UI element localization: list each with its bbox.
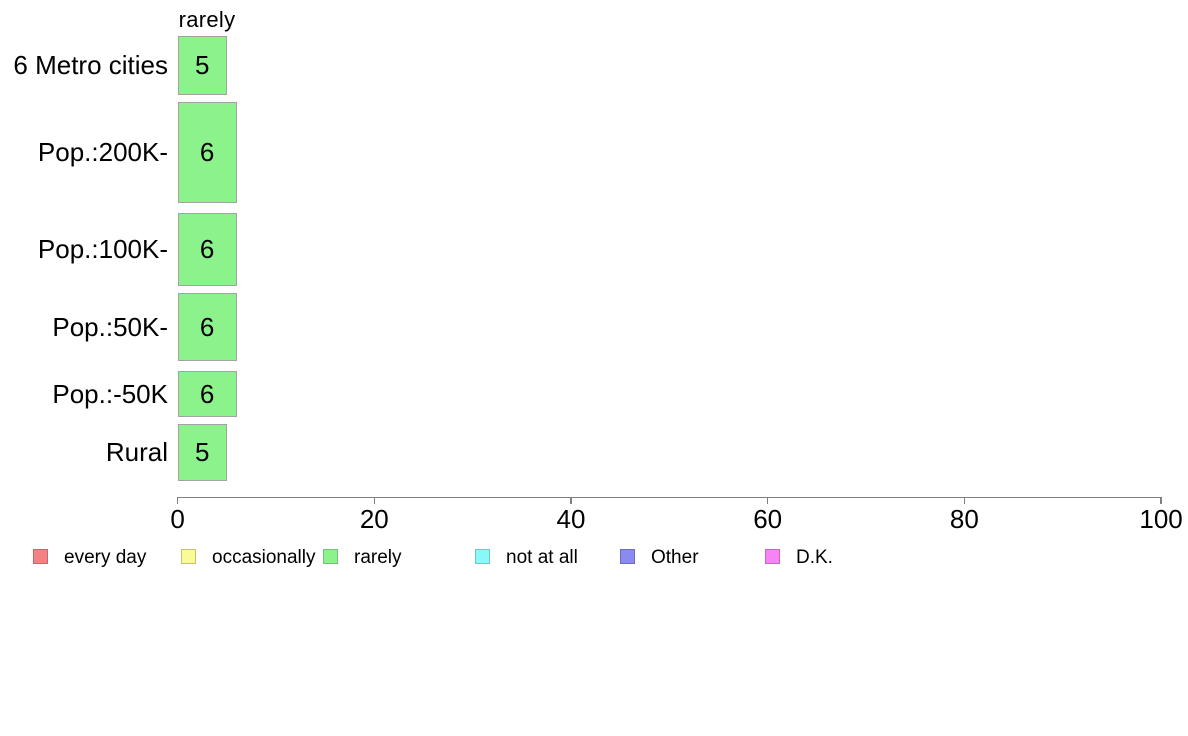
legend-swatch: [620, 549, 635, 564]
x-axis-tick: [963, 497, 966, 504]
x-axis-tick-label: 60: [753, 504, 783, 534]
bar: 5: [177, 424, 227, 481]
legend-label: every day: [64, 547, 147, 568]
x-axis-line: [177, 497, 1162, 499]
legend-swatch: [475, 549, 490, 564]
legend-label: not at all: [506, 547, 578, 568]
x-axis-tick: [373, 497, 375, 504]
x-axis-tick-label: 20: [359, 504, 389, 534]
bar-value-label: 6: [199, 234, 215, 264]
bar: 6: [177, 213, 237, 286]
bar-value-label: 6: [199, 378, 215, 409]
legend-label: rarely: [354, 547, 402, 568]
legend-swatch: [765, 549, 780, 564]
bar: 6: [177, 102, 237, 203]
x-axis-tick: [176, 497, 179, 504]
bar-value-label: 6: [199, 137, 215, 167]
bar: 6: [177, 293, 237, 361]
legend-label: occasionally: [212, 547, 316, 568]
x-axis-tick-label: 80: [949, 504, 979, 534]
category-label: Pop.:-50K: [52, 378, 168, 409]
x-axis-tick: [570, 497, 572, 504]
bar-value-label: 6: [199, 311, 215, 342]
x-axis-tick-label: 0: [170, 504, 185, 534]
bar: 5: [177, 36, 227, 95]
legend-swatch: [323, 549, 338, 564]
bar: 6: [177, 371, 237, 417]
bar-value-label: 5: [194, 50, 210, 80]
bar-value-label: 5: [194, 437, 210, 467]
x-axis-tick-label: 40: [556, 504, 586, 534]
category-label: Pop.:200K-: [37, 137, 168, 167]
x-axis-tick-label: 100: [1139, 504, 1183, 534]
x-axis-tick: [1160, 497, 1162, 504]
legend-label: Other: [651, 547, 699, 568]
category-label: 6 Metro cities: [13, 50, 168, 80]
x-axis-tick: [767, 497, 769, 504]
category-label: Pop.:50K-: [52, 311, 168, 342]
category-label: Pop.:100K-: [37, 234, 168, 264]
legend-label: D.K.: [796, 547, 833, 568]
chart-title: rarely: [178, 7, 236, 32]
legend-swatch: [33, 549, 48, 564]
legend-swatch: [181, 549, 196, 564]
category-label: Rural: [105, 437, 168, 467]
